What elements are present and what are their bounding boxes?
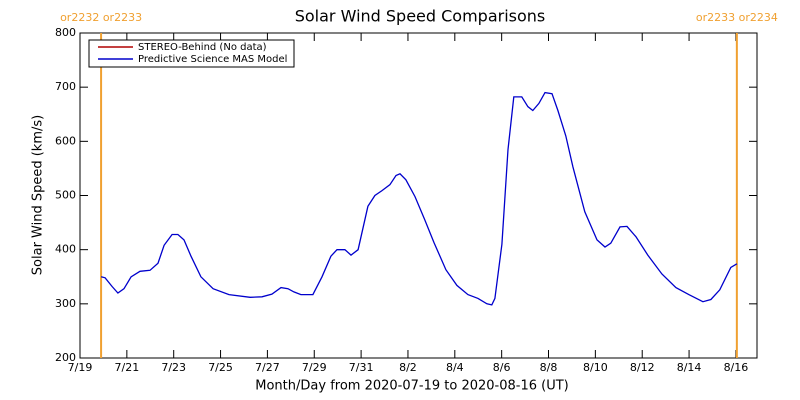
x-tick-label: 8/16 [724, 361, 749, 374]
x-tick-label: 7/25 [208, 361, 233, 374]
legend-label: Predictive Science MAS Model [138, 54, 287, 65]
legend-label: STEREO-Behind (No data) [138, 42, 267, 53]
x-tick-label: 8/12 [630, 361, 655, 374]
x-tick-label: 7/21 [114, 361, 139, 374]
x-tick-label: 7/31 [349, 361, 374, 374]
x-tick-label: 8/10 [583, 361, 608, 374]
x-tick-label: 7/27 [255, 361, 280, 374]
x-tick-label: 8/2 [399, 361, 417, 374]
x-tick-label: 8/6 [493, 361, 511, 374]
series-line [100, 91, 738, 306]
chart-title: Solar Wind Speed Comparisons [295, 7, 546, 26]
x-tick-label: 7/29 [302, 361, 327, 374]
y-tick-label: 800 [55, 26, 76, 39]
y-axis-label: Solar Wind Speed (km/s) [31, 115, 46, 275]
x-tick-label: 8/8 [540, 361, 558, 374]
x-axis-label: Month/Day from 2020-07-19 to 2020-08-16 … [255, 379, 568, 394]
y-tick-label: 300 [55, 297, 76, 310]
x-tick-label: 8/14 [677, 361, 702, 374]
legend-box [88, 39, 295, 68]
y-tick-label: 200 [55, 351, 76, 364]
plot-frame [79, 32, 758, 359]
x-tick-label: 7/19 [68, 361, 93, 374]
annotation: or2232 or2233 [60, 11, 142, 24]
annotation: or2233 or2234 [696, 11, 778, 24]
x-tick-label: 8/4 [446, 361, 464, 374]
x-tick-label: 7/23 [161, 361, 186, 374]
y-tick-label: 500 [55, 189, 76, 202]
y-tick-label: 600 [55, 134, 76, 147]
y-tick-label: 700 [55, 80, 76, 93]
y-tick-label: 400 [55, 243, 76, 256]
